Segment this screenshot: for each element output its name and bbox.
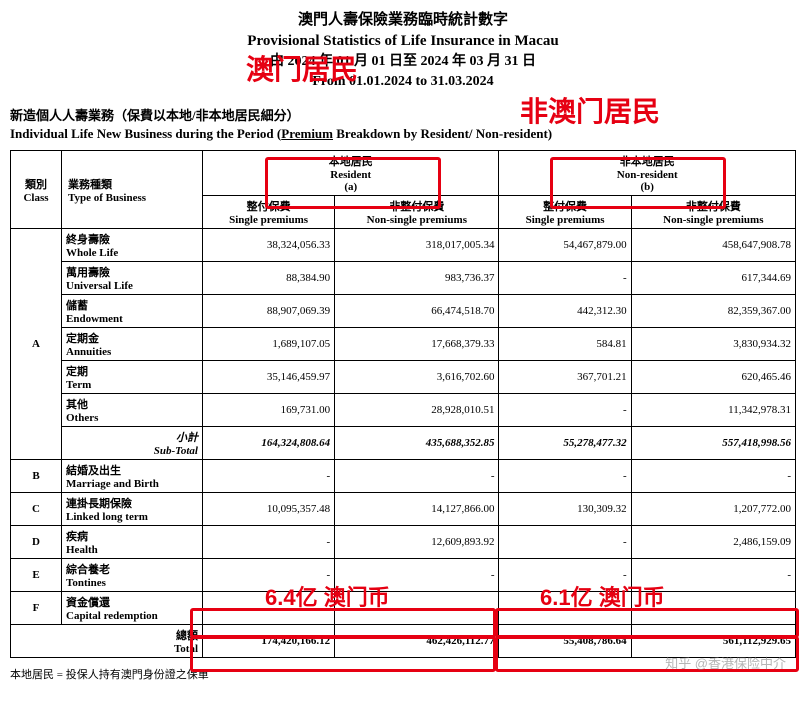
- col-type: 業務種類Type of Business: [62, 151, 203, 229]
- stats-table: 類別Class 業務種類Type of Business 本地居民Residen…: [10, 150, 796, 658]
- table-row: E綜合養老Tontines----: [11, 559, 796, 592]
- table-row: D疾病Health-12,609,893.92-2,486,159.09: [11, 526, 796, 559]
- subtitle-en: Individual Life New Business during the …: [10, 126, 796, 142]
- table-row: B結婚及出生Marriage and Birth----: [11, 460, 796, 493]
- table-row: 定期Term35,146,459.973,616,702.60367,701.2…: [11, 361, 796, 394]
- table-row: 其他Others169,731.0028,928,010.51-11,342,9…: [11, 394, 796, 427]
- table-row: 小計Sub-Total164,324,808.64435,688,352.855…: [11, 427, 796, 460]
- col-res-sp: 整付保費Single premiums: [203, 196, 335, 229]
- period-zh: 由 2024 年 01 月 01 日至 2024 年 03 月 31 日: [10, 52, 796, 72]
- col-resident: 本地居民Resident(a): [203, 151, 499, 196]
- watermark: 知乎 @香港保险中介: [665, 653, 786, 672]
- col-nres-nsp: 非整付保費Non-single premiums: [631, 196, 795, 229]
- table-row: 萬用壽險Universal Life88,384.90983,736.37-61…: [11, 262, 796, 295]
- table-row: A終身壽險Whole Life38,324,056.33318,017,005.…: [11, 229, 796, 262]
- subtitle-zh: 新造個人人壽業務（保費以本地/非本地居民細分）: [10, 105, 796, 124]
- col-nres-sp: 整付保費Single premiums: [499, 196, 631, 229]
- col-nonresident: 非本地居民Non-resident(b): [499, 151, 796, 196]
- col-class: 類別Class: [11, 151, 62, 229]
- table-row: F資金償還Capital redemption----: [11, 592, 796, 625]
- table-row: 儲蓄Endowment88,907,069.3966,474,518.70442…: [11, 295, 796, 328]
- table-row: C連掛長期保險Linked long term10,095,357.4814,1…: [11, 493, 796, 526]
- period-en: From 01.01.2024 to 31.03.2024: [10, 72, 796, 92]
- table-row: 定期金Annuities1,689,107.0517,668,379.33584…: [11, 328, 796, 361]
- title-zh: 澳門人壽保險業務臨時統計數字: [10, 10, 796, 31]
- col-res-nsp: 非整付保費Non-single premiums: [335, 196, 499, 229]
- title-en: Provisional Statistics of Life Insurance…: [10, 31, 796, 52]
